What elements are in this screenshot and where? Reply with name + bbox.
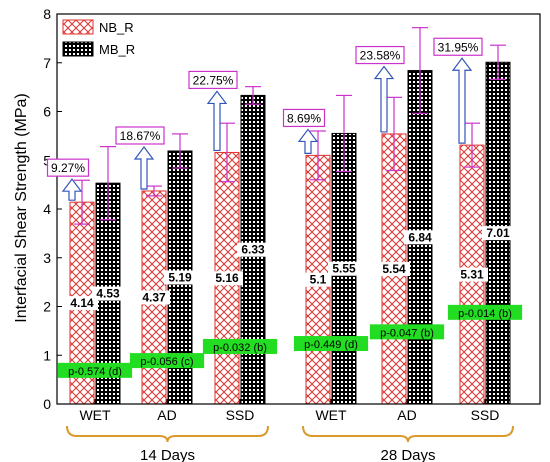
group-label: 14 Days bbox=[140, 447, 195, 462]
increase-arrow bbox=[61, 178, 83, 201]
value-label: 5.31 bbox=[460, 268, 484, 282]
percent-label: 9.27% bbox=[51, 161, 85, 175]
value-label: 5.1 bbox=[310, 273, 327, 287]
percent-label: 8.69% bbox=[287, 111, 321, 125]
value-label: 4.37 bbox=[142, 290, 166, 304]
y-tick-label: 0 bbox=[43, 396, 51, 412]
legend-swatch-mb-r bbox=[62, 41, 94, 57]
p-value-box bbox=[202, 338, 278, 354]
value-label: 6.33 bbox=[241, 243, 265, 257]
x-tick-label: AD bbox=[397, 407, 416, 423]
p-value-box bbox=[57, 362, 133, 378]
y-tick-label: 3 bbox=[43, 250, 51, 266]
p-value-label: p-0.014 (b) bbox=[458, 308, 512, 320]
percent-label: 23.58% bbox=[360, 49, 401, 63]
p-value-label: p-0.047 (b) bbox=[380, 327, 434, 339]
p-value-label: p-0.056 (c) bbox=[140, 356, 193, 368]
percent-label: 31.95% bbox=[438, 40, 479, 54]
p-value-label: p-0.574 (d) bbox=[68, 366, 122, 378]
value-label-bg bbox=[237, 242, 269, 257]
increase-arrow bbox=[133, 145, 155, 190]
value-label: 4.14 bbox=[70, 296, 94, 310]
legend-swatch-nb-r bbox=[62, 19, 94, 35]
percent-box bbox=[115, 126, 165, 145]
value-label-bg bbox=[404, 230, 436, 245]
increase-arrow bbox=[206, 90, 228, 152]
value-label: 5.19 bbox=[168, 270, 192, 284]
y-tick-label: 7 bbox=[43, 55, 51, 71]
value-label: 7.01 bbox=[486, 226, 510, 240]
value-label: 4.53 bbox=[96, 287, 120, 301]
percent-label: 18.67% bbox=[120, 129, 161, 143]
value-label-bg bbox=[328, 261, 360, 276]
legend: NB_R MB_R bbox=[62, 19, 135, 57]
value-label-bg bbox=[138, 290, 170, 305]
group-brace bbox=[66, 425, 269, 443]
value-label: 6.84 bbox=[408, 230, 432, 244]
x-tick-label: SSD bbox=[471, 407, 500, 423]
group-label: 28 Days bbox=[380, 447, 435, 462]
percent-box bbox=[433, 37, 483, 56]
percent-box bbox=[355, 45, 405, 65]
increase-arrow bbox=[451, 57, 473, 144]
value-label-bg bbox=[482, 226, 514, 241]
value-label-bg bbox=[305, 272, 331, 287]
p-value-box bbox=[369, 324, 445, 340]
p-value-box bbox=[293, 336, 369, 352]
value-label-bg bbox=[66, 296, 98, 311]
percent-box bbox=[46, 158, 90, 177]
value-label-bg bbox=[92, 286, 124, 301]
annotations: 4.144.53 9.27% p-0.574 (d) 4.375.19 18.67% p-… bbox=[46, 37, 523, 378]
x-tick-label: WET bbox=[79, 407, 111, 423]
value-label-bg bbox=[164, 270, 196, 285]
x-tick-label: SSD bbox=[226, 407, 255, 423]
y-axis-title: Interfacial Shear Strength (MPa) bbox=[13, 93, 30, 322]
plot-area bbox=[69, 27, 511, 405]
y-tick-label: 8 bbox=[43, 6, 51, 22]
value-label: 5.54 bbox=[382, 262, 406, 276]
group-brace bbox=[302, 425, 514, 443]
value-label-bg bbox=[378, 261, 410, 276]
percent-box bbox=[282, 108, 326, 128]
y-tick-label: 2 bbox=[43, 299, 51, 315]
y-tick-label: 6 bbox=[43, 104, 51, 120]
x-tick-label: WET bbox=[315, 407, 347, 423]
y-tick-label: 4 bbox=[43, 201, 51, 217]
legend-label-nb-r: NB_R bbox=[99, 20, 134, 35]
value-label-bg bbox=[456, 267, 488, 282]
p-value-box bbox=[447, 304, 523, 320]
percent-label: 22.75% bbox=[193, 73, 234, 87]
value-label-bg bbox=[211, 271, 243, 286]
p-value-label: p-0.449 (d) bbox=[304, 339, 358, 351]
p-value-box bbox=[129, 353, 205, 369]
percent-box bbox=[188, 70, 238, 90]
increase-arrow bbox=[373, 65, 395, 133]
value-label: 5.55 bbox=[332, 262, 356, 276]
y-tick-label: 1 bbox=[43, 347, 51, 363]
value-label: 5.16 bbox=[215, 271, 239, 285]
p-value-label: p-0.032 (b) bbox=[213, 342, 267, 354]
increase-arrow bbox=[297, 128, 319, 154]
legend-label-mb-r: MB_R bbox=[99, 42, 135, 57]
x-tick-label: AD bbox=[157, 407, 176, 423]
